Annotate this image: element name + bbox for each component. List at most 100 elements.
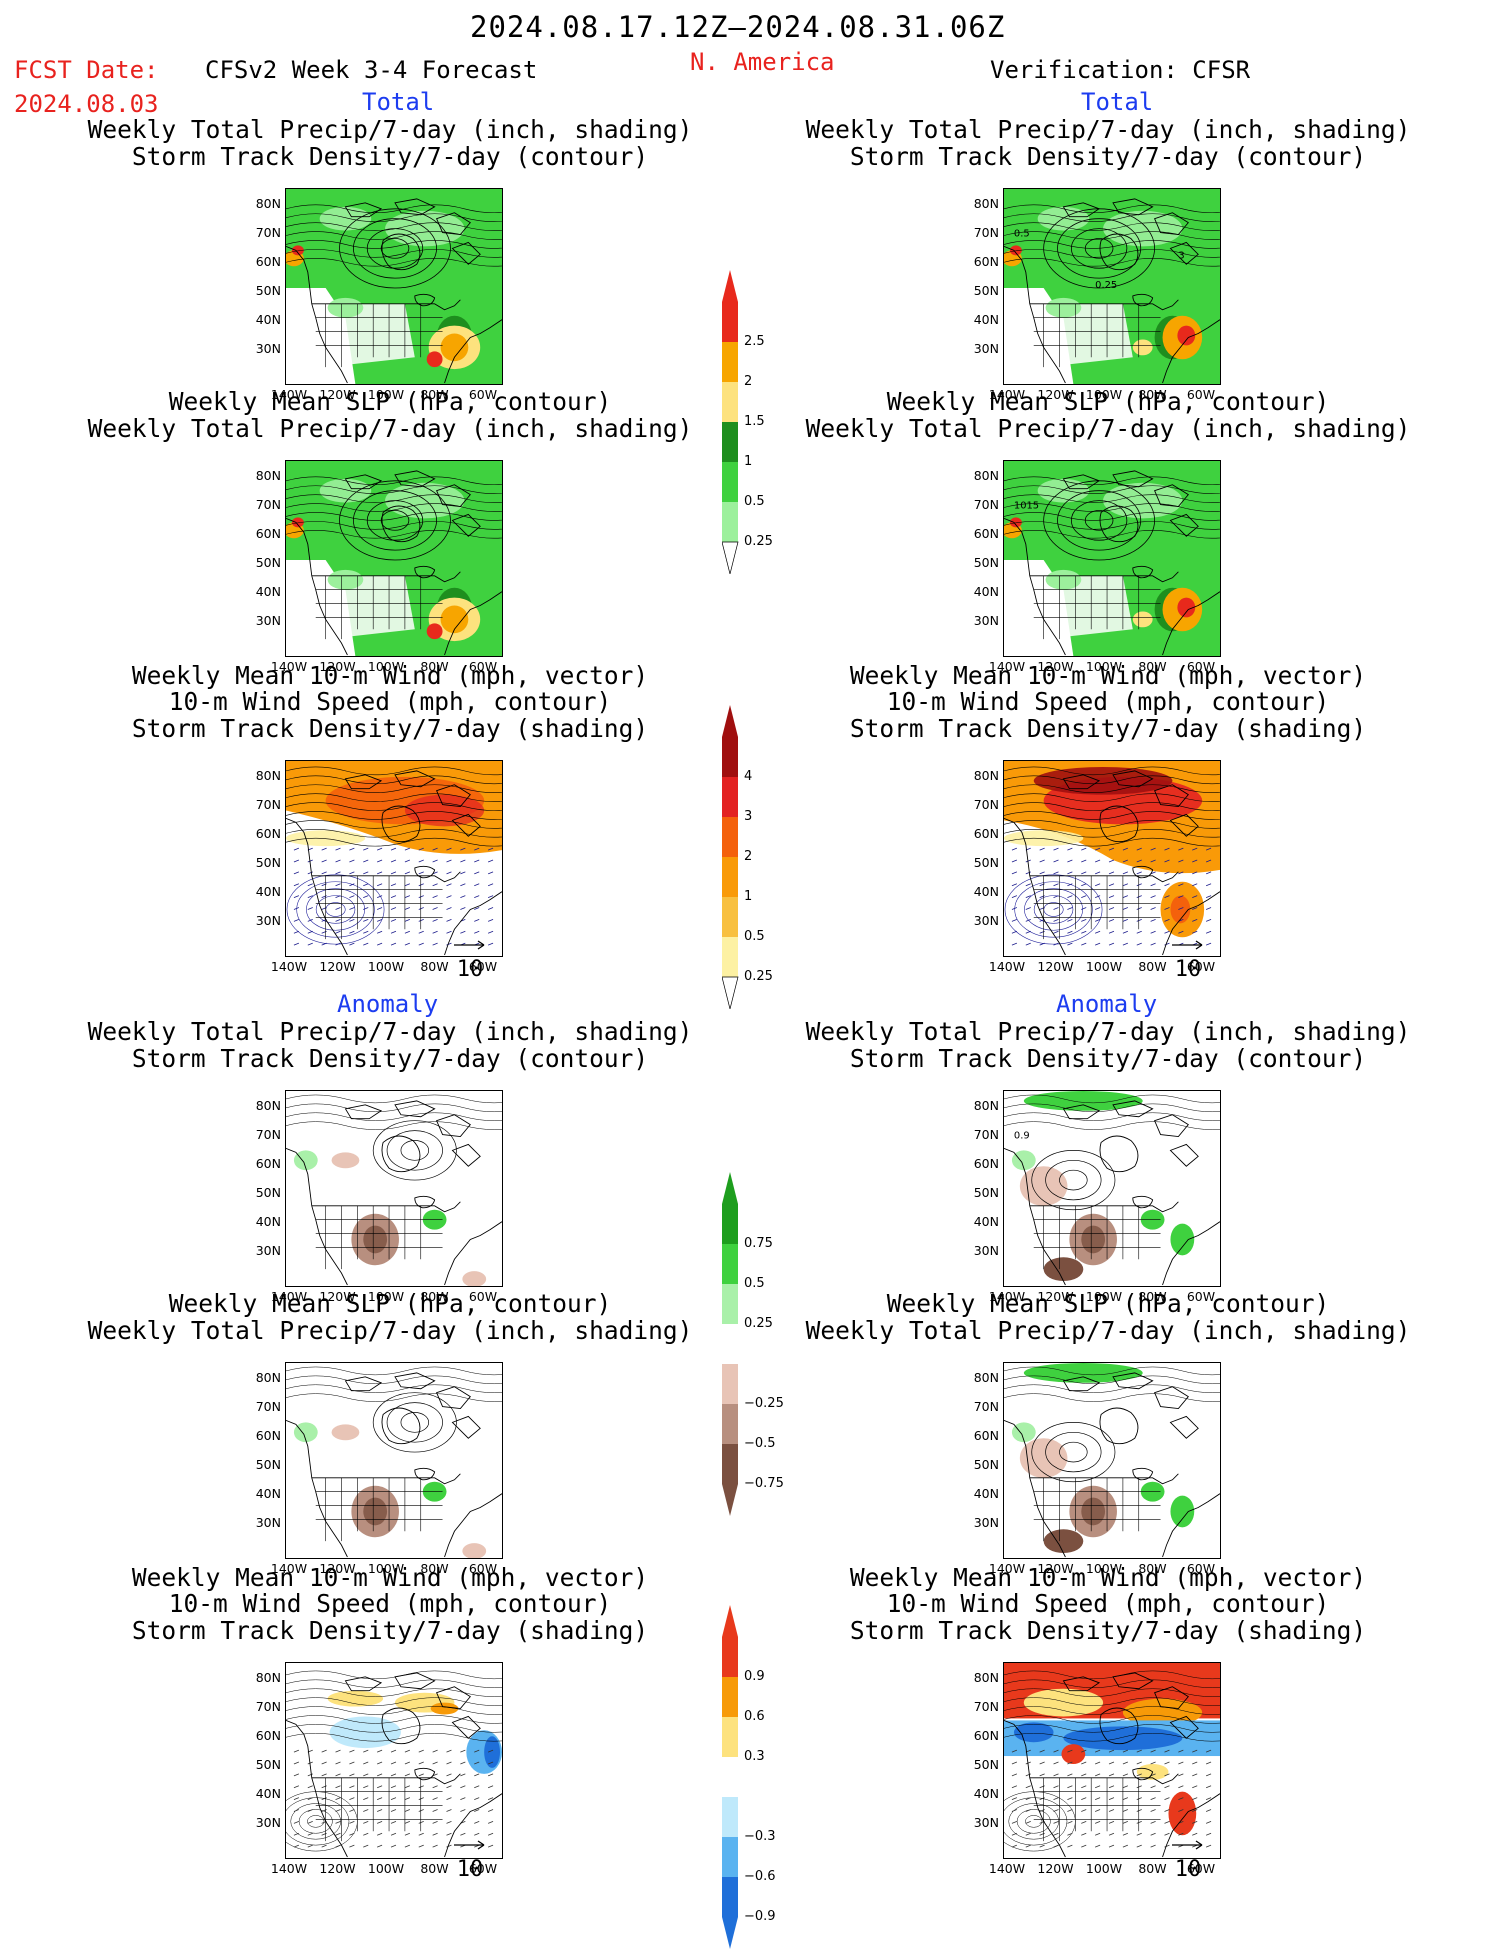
lon-tick-label: 80W (420, 387, 449, 402)
panel-title: Weekly Total Precip/7-day (inch, shading… (50, 116, 730, 171)
lon-tick-label: 100W (1085, 659, 1123, 674)
lon-tick-label: 60W (468, 1561, 498, 1576)
lon-tick-label: 60W (1186, 959, 1216, 974)
lat-tick-label: 40N (973, 1214, 999, 1229)
lon-tick-label: 100W (367, 1861, 405, 1876)
panel-title-line: Weekly Total Precip/7-day (inch, shading… (87, 1315, 693, 1345)
colorbar-precip-total: 2.5 2 1.5 1 0.5 0.25 (722, 270, 792, 574)
lon-tick-label: 80W (1138, 659, 1167, 674)
fcst-date: 2024.08.03 (14, 90, 159, 118)
lat-tick-label: 70N (255, 1127, 281, 1142)
lat-tick-label: 70N (255, 797, 281, 812)
map-panel: 1015 (1003, 460, 1221, 657)
lon-tick-label: 80W (420, 1861, 449, 1876)
reference-vector-label: 10 (1174, 1857, 1202, 1882)
lon-tick-label: 100W (367, 1561, 405, 1576)
lon-tick-label: 60W (468, 659, 498, 674)
lon-tick-label: 120W (1037, 1861, 1074, 1876)
panel-title: Weekly Mean 10-m Wind (mph, vector) 10-m … (50, 662, 730, 743)
panel-title: Weekly Total Precip/7-day (inch, shading… (768, 115, 1448, 170)
reference-vector: 10 (1168, 1832, 1208, 1882)
lat-tick-label: 40N (255, 1486, 281, 1501)
colorbar-tick-label: 1 (744, 454, 753, 469)
panel-title-line: Weekly Total Precip/7-day (inch, shading… (805, 413, 1411, 443)
map-panel: 0.5 0.25 3 (1003, 188, 1221, 385)
lat-tick-label: 40N (973, 312, 999, 327)
lon-tick-label: 60W (1186, 387, 1216, 402)
colorbar-storm-total: 4 3 2 1 0.5 0.25 (722, 705, 792, 1009)
lat-tick-label: 70N (255, 497, 281, 512)
colorbar-tick-label: 1.5 (744, 414, 765, 429)
lon-tick-label: 120W (1037, 659, 1074, 674)
lat-tick-label: 80N (255, 1670, 281, 1685)
lat-tick-label: 80N (973, 468, 999, 483)
colorbar-tick-label: 0.25 (744, 969, 773, 984)
lat-tick-label: 40N (255, 1214, 281, 1229)
lat-tick-label: 50N (973, 1757, 999, 1772)
lat-tick-label: 50N (255, 1757, 281, 1772)
contour-label: 3 (1178, 250, 1184, 261)
map-panel (1003, 760, 1221, 957)
colorbar-tick-label: 0.3 (744, 1749, 765, 1764)
colorbar-tick-label: −0.3 (744, 1829, 776, 1844)
colorbar-tick-label: 0.5 (744, 929, 765, 944)
map-panel (285, 188, 503, 385)
lon-tick-label: 140W (270, 659, 308, 674)
lon-tick-label: 120W (319, 1289, 356, 1304)
reference-vector-label: 10 (1174, 957, 1202, 982)
lon-tick-label: 140W (988, 659, 1026, 674)
panel-title-line: Weekly Total Precip/7-day (inch, shading… (805, 115, 1411, 144)
colorbar-tick-label: −0.9 (744, 1909, 776, 1924)
reference-vector-label: 10 (456, 957, 484, 982)
lat-tick-label: 60N (255, 526, 281, 541)
colorbar-tick-label: −0.6 (744, 1869, 776, 1884)
colorbar-tick-label: −0.5 (744, 1436, 776, 1451)
colorbar-tick-label: 0.6 (744, 1709, 765, 1724)
lat-tick-label: 70N (973, 1699, 999, 1714)
model-label: CFSv2 Week 3-4 Forecast (205, 56, 538, 84)
lat-tick-label: 50N (255, 555, 281, 570)
lon-tick-label: 60W (1186, 1861, 1216, 1876)
lat-tick-label: 30N (973, 913, 999, 928)
panel-title-line: 10-m Wind Speed (mph, contour) (886, 687, 1330, 716)
lat-tick-label: 30N (973, 1515, 999, 1530)
colorbar-storm-anom: 0.9 0.6 0.3 −0.3 −0.6 −0.9 (722, 1605, 792, 1949)
section-anomaly-right: Anomaly (1056, 990, 1158, 1018)
lat-tick-label: 50N (255, 283, 281, 298)
lon-tick-label: 80W (420, 959, 449, 974)
colorbar-precip-anom: 0.75 0.5 0.25 −0.25 −0.5 −0.75 (722, 1172, 792, 1516)
colorbar-tick-label: 0.25 (744, 1316, 773, 1331)
lat-tick-label: 80N (255, 1370, 281, 1385)
lat-tick-label: 80N (255, 196, 281, 211)
reference-vector: 10 (450, 1832, 490, 1882)
colorbar-tick-label: 2 (744, 849, 753, 864)
panel-title-line: Weekly Mean 10-m Wind (mph, vector) (849, 660, 1367, 690)
lon-tick-label: 100W (1085, 959, 1123, 974)
lat-tick-label: 60N (973, 1428, 999, 1443)
lon-tick-label: 140W (988, 1861, 1026, 1876)
lon-tick-label: 60W (468, 959, 498, 974)
region-label: N. America (690, 48, 835, 76)
panel-title-line: Weekly Total Precip/7-day (inch, shading… (87, 413, 693, 443)
lon-tick-label: 100W (367, 1289, 405, 1304)
lat-tick-label: 30N (255, 913, 281, 928)
lon-tick-label: 60W (468, 1861, 498, 1876)
lon-tick-label: 140W (270, 1861, 308, 1876)
panel-title-line: Storm Track Density/7-day (contour) (131, 141, 649, 171)
colorbar-tick-label: 0.25 (744, 534, 773, 549)
colorbar-tick-label: 0.9 (744, 1669, 765, 1684)
lat-tick-label: 80N (973, 196, 999, 211)
lat-tick-label: 60N (973, 1728, 999, 1743)
panel-title: Weekly Total Precip/7-day (inch, shading… (50, 1018, 730, 1072)
map-panel (285, 1662, 503, 1859)
lon-tick-label: 120W (319, 1561, 356, 1576)
colorbar-tick-label: 0.5 (744, 494, 765, 509)
lon-tick-label: 60W (1186, 1561, 1216, 1576)
lat-tick-label: 80N (255, 768, 281, 783)
lat-tick-label: 30N (973, 613, 999, 628)
lon-tick-label: 120W (1037, 1289, 1074, 1304)
lat-tick-label: 50N (973, 855, 999, 870)
colorbar-tick-label: 1 (744, 889, 753, 904)
colorbar-tick-label: 0.75 (744, 1236, 773, 1251)
lat-tick-label: 40N (973, 1486, 999, 1501)
